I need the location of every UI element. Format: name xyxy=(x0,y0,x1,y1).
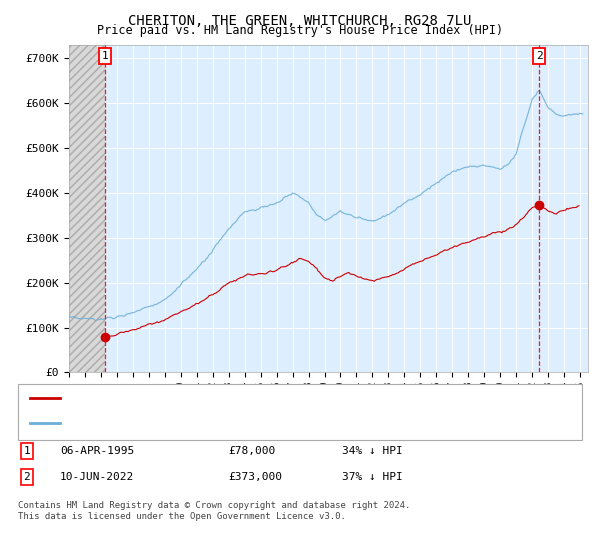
Text: CHERITON, THE GREEN, WHITCHURCH, RG28 7LU (detached house): CHERITON, THE GREEN, WHITCHURCH, RG28 7L… xyxy=(72,393,434,403)
Text: £78,000: £78,000 xyxy=(228,446,275,456)
Text: 06-APR-1995: 06-APR-1995 xyxy=(60,446,134,456)
Text: 2: 2 xyxy=(536,52,542,61)
Text: HPI: Average price, detached house, Basingstoke and Deane: HPI: Average price, detached house, Basi… xyxy=(72,418,428,428)
Text: 37% ↓ HPI: 37% ↓ HPI xyxy=(342,472,403,482)
Text: 1: 1 xyxy=(23,446,31,456)
Text: CHERITON, THE GREEN, WHITCHURCH, RG28 7LU: CHERITON, THE GREEN, WHITCHURCH, RG28 7L… xyxy=(128,14,472,28)
Text: Price paid vs. HM Land Registry's House Price Index (HPI): Price paid vs. HM Land Registry's House … xyxy=(97,24,503,37)
Text: Contains HM Land Registry data © Crown copyright and database right 2024.
This d: Contains HM Land Registry data © Crown c… xyxy=(18,501,410,521)
Bar xyxy=(69,45,105,372)
Text: £373,000: £373,000 xyxy=(228,472,282,482)
Text: 2: 2 xyxy=(23,472,31,482)
Text: 34% ↓ HPI: 34% ↓ HPI xyxy=(342,446,403,456)
Text: 1: 1 xyxy=(102,52,109,61)
Text: 10-JUN-2022: 10-JUN-2022 xyxy=(60,472,134,482)
